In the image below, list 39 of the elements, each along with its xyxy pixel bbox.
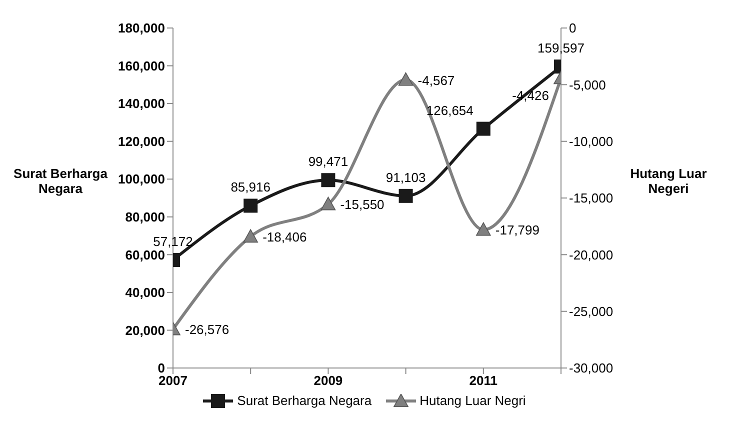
data-label: -4,567 bbox=[418, 72, 455, 88]
x-tick-label: 2011 bbox=[469, 373, 498, 388]
y-tick-label: 100,000 bbox=[118, 172, 165, 187]
y2-tick-label: -30,000 bbox=[569, 360, 614, 376]
data-label: 85,916 bbox=[230, 180, 270, 195]
data-label: -26,576 bbox=[185, 322, 230, 338]
y2-tick-label: -25,000 bbox=[569, 304, 614, 319]
y-tick-label: 80,000 bbox=[125, 210, 165, 225]
y-tick-label: 60,000 bbox=[125, 247, 165, 262]
legend-label: Surat Berharga Negara bbox=[237, 393, 372, 408]
y2-axis-title: Hutang Luar Negeri bbox=[629, 166, 708, 196]
data-label: -15,550 bbox=[340, 197, 384, 212]
y-tick-label: 160,000 bbox=[118, 58, 165, 74]
y-tick-label: 120,000 bbox=[118, 134, 165, 149]
point bbox=[398, 72, 414, 86]
y2-tick-label: -15,000 bbox=[569, 190, 614, 206]
data-label: 91,103 bbox=[386, 170, 426, 185]
data-label: 159,597 bbox=[538, 40, 584, 56]
y2-tick-label: 0 bbox=[569, 20, 576, 36]
point bbox=[398, 188, 413, 203]
data-label: -17,799 bbox=[495, 222, 540, 238]
y-tick-label: 0 bbox=[158, 360, 165, 376]
data-label: -18,406 bbox=[262, 230, 307, 245]
y-tick-label: 40,000 bbox=[125, 285, 165, 300]
y-axis-title: Surat Berharga Negara bbox=[12, 166, 108, 196]
legend-label: Hutang Luar Negri bbox=[420, 393, 526, 408]
data-label: 57,172 bbox=[153, 234, 193, 250]
y-tick-label: 140,000 bbox=[118, 96, 165, 112]
point bbox=[320, 196, 336, 210]
y2-tick-label: -20,000 bbox=[569, 247, 614, 262]
y2-tick-label: -10,000 bbox=[569, 134, 614, 149]
x-tick-label: 2009 bbox=[314, 373, 343, 388]
data-label: 126,654 bbox=[426, 102, 474, 118]
y-tick-label: 20,000 bbox=[125, 322, 165, 338]
data-label: 99,471 bbox=[308, 154, 348, 170]
y2-tick-label: -5,000 bbox=[569, 77, 606, 92]
y-tick-label: 180,000 bbox=[118, 20, 165, 36]
x-tick-label: 2007 bbox=[158, 373, 188, 388]
point bbox=[321, 173, 336, 188]
